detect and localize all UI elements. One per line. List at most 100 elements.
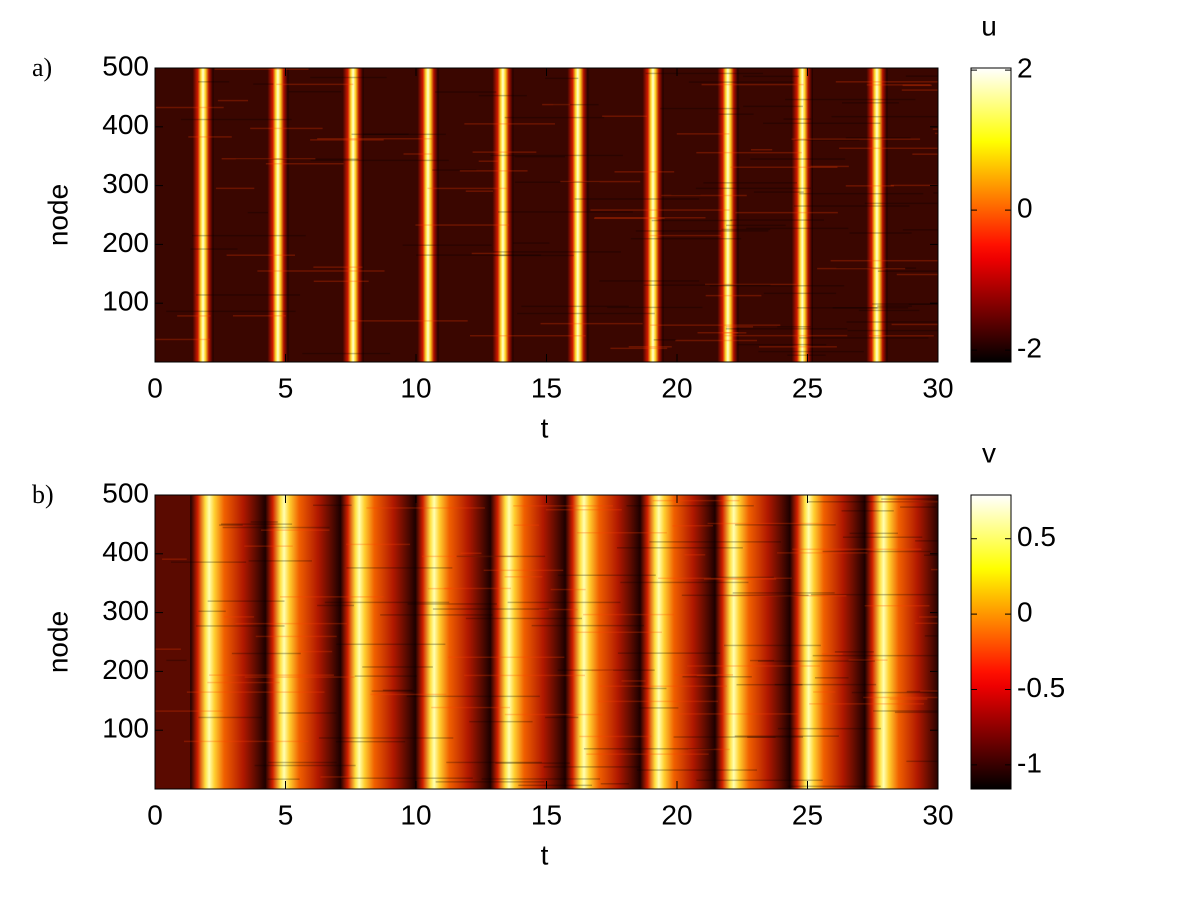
- texture: [707, 522, 835, 525]
- pulse-band: [342, 68, 364, 362]
- texture: [540, 322, 643, 325]
- texture: [257, 270, 385, 272]
- texture: [261, 529, 330, 531]
- texture: [873, 710, 938, 712]
- texture: [464, 674, 585, 677]
- texture: [905, 75, 938, 77]
- texture: [215, 187, 255, 190]
- texture: [637, 769, 758, 771]
- texture: [787, 354, 826, 356]
- texture: [320, 776, 353, 778]
- texture: [701, 83, 804, 86]
- texture: [681, 594, 809, 597]
- texture: [725, 328, 848, 330]
- texture: [557, 574, 656, 577]
- pulse-band: [192, 68, 214, 362]
- texture: [214, 68, 309, 70]
- texture: [676, 133, 730, 135]
- texture: [902, 229, 938, 231]
- texture: [253, 83, 274, 85]
- texture: [620, 581, 749, 584]
- texture: [255, 635, 337, 638]
- texture: [362, 666, 433, 668]
- texture: [444, 587, 512, 590]
- x-tick-label: 25: [792, 372, 823, 403]
- texture: [265, 162, 344, 165]
- texture: [313, 266, 363, 268]
- texture: [811, 593, 938, 596]
- texture: [877, 305, 912, 307]
- texture: [250, 127, 323, 130]
- texture: [456, 555, 546, 558]
- x-tick-label: 0: [147, 372, 163, 403]
- texture: [807, 501, 937, 503]
- texture: [652, 499, 740, 502]
- texture: [747, 736, 776, 738]
- pulse-band: [490, 495, 566, 789]
- texture: [183, 740, 309, 743]
- texture: [763, 292, 837, 295]
- texture: [465, 190, 494, 192]
- texture: [777, 727, 882, 730]
- texture: [317, 138, 433, 140]
- texture: [864, 202, 938, 205]
- texture: [750, 158, 846, 160]
- texture: [186, 691, 325, 693]
- texture: [288, 90, 342, 93]
- texture: [705, 294, 762, 297]
- texture: [469, 720, 533, 723]
- texture: [607, 306, 703, 309]
- texture: [908, 303, 938, 305]
- texture: [900, 506, 937, 508]
- texture: [648, 234, 722, 237]
- texture: [736, 683, 803, 686]
- texture: [869, 335, 934, 337]
- texture: [209, 674, 334, 676]
- texture: [673, 736, 804, 738]
- texture: [750, 148, 773, 151]
- texture: [446, 761, 542, 764]
- texture: [600, 783, 629, 785]
- y-tick-label: 100: [102, 713, 149, 744]
- texture: [507, 601, 621, 604]
- colorbar-label: v: [982, 437, 996, 468]
- x-tick-label: 15: [531, 372, 562, 403]
- texture: [459, 170, 528, 172]
- texture: [221, 523, 293, 525]
- texture: [651, 219, 733, 222]
- texture: [232, 315, 286, 317]
- texture: [832, 307, 878, 309]
- texture: [783, 118, 812, 120]
- texture: [279, 596, 384, 598]
- texture: [866, 84, 931, 86]
- texture: [639, 707, 679, 709]
- texture: [407, 603, 497, 605]
- texture: [920, 690, 938, 692]
- x-tick-label: 30: [922, 799, 953, 830]
- texture: [906, 690, 938, 693]
- texture: [759, 346, 837, 348]
- texture: [403, 153, 433, 155]
- texture: [658, 577, 792, 580]
- texture: [841, 510, 894, 512]
- texture: [513, 505, 614, 507]
- texture: [812, 654, 938, 657]
- texture: [483, 569, 564, 572]
- texture: [432, 169, 477, 171]
- texture: [750, 659, 775, 662]
- texture: [207, 600, 285, 602]
- texture: [684, 554, 706, 556]
- texture: [643, 284, 771, 286]
- texture: [583, 748, 714, 750]
- texture: [846, 321, 938, 323]
- texture: [300, 650, 333, 653]
- texture: [880, 501, 938, 503]
- texture: [933, 192, 938, 194]
- texture: [432, 608, 549, 610]
- texture: [721, 332, 747, 334]
- texture: [849, 532, 898, 535]
- texture: [278, 712, 337, 714]
- texture: [813, 691, 836, 693]
- pulse-band: [417, 68, 439, 362]
